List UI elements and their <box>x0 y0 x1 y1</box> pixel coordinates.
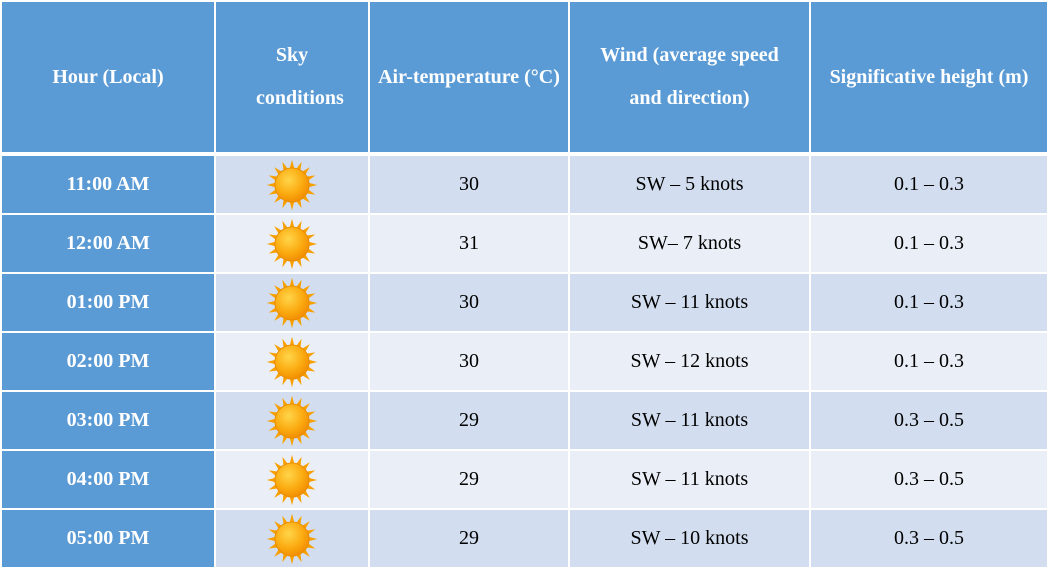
table-row: 12:00 AM 31 SW– 7 knots 0.1 – 0.3 <box>0 213 1048 274</box>
temperature-cell: 30 <box>368 331 570 392</box>
header-sky: Sky conditions <box>214 0 370 155</box>
hour-cell: 04:00 PM <box>0 449 216 510</box>
hour-cell: 05:00 PM <box>0 508 216 569</box>
sun-icon <box>263 513 321 564</box>
sky-cell <box>214 153 370 215</box>
height-cell: 0.3 – 0.5 <box>809 449 1048 510</box>
wind-cell: SW– 7 knots <box>568 213 811 274</box>
height-cell: 0.1 – 0.3 <box>809 272 1048 333</box>
header-wind: Wind (average speed and direction) <box>568 0 811 155</box>
wind-cell: SW – 11 knots <box>568 390 811 451</box>
table-row: 04:00 PM 29 SW – 11 knots 0.3 – 0.5 <box>0 449 1048 510</box>
sun-icon <box>263 277 321 328</box>
header-row: Hour (Local) Sky conditions Air-temperat… <box>0 0 1048 155</box>
sky-cell <box>214 390 370 451</box>
sky-cell <box>214 331 370 392</box>
header-height: Significative height (m) <box>809 0 1048 155</box>
table-row: 11:00 AM 30 SW – 5 knots 0.1 – 0.3 <box>0 153 1048 215</box>
sun-icon <box>263 159 321 210</box>
sun-icon <box>263 218 321 269</box>
header-hour: Hour (Local) <box>0 0 216 155</box>
temperature-cell: 29 <box>368 449 570 510</box>
table-row: 05:00 PM 29 SW – 10 knots 0.3 – 0.5 <box>0 508 1048 569</box>
temperature-cell: 29 <box>368 390 570 451</box>
height-cell: 0.1 – 0.3 <box>809 213 1048 274</box>
hour-cell: 01:00 PM <box>0 272 216 333</box>
table-row: 03:00 PM 29 SW – 11 knots 0.3 – 0.5 <box>0 390 1048 451</box>
height-cell: 0.3 – 0.5 <box>809 390 1048 451</box>
sky-cell <box>214 213 370 274</box>
sun-icon <box>263 336 321 387</box>
temperature-cell: 30 <box>368 272 570 333</box>
wind-cell: SW – 11 knots <box>568 272 811 333</box>
hour-cell: 02:00 PM <box>0 331 216 392</box>
wind-cell: SW – 11 knots <box>568 449 811 510</box>
height-cell: 0.1 – 0.3 <box>809 153 1048 215</box>
temperature-cell: 29 <box>368 508 570 569</box>
table-row: 02:00 PM 30 SW – 12 knots 0.1 – 0.3 <box>0 331 1048 392</box>
header-temperature: Air-temperature (°C) <box>368 0 570 155</box>
sky-cell <box>214 508 370 569</box>
hour-cell: 12:00 AM <box>0 213 216 274</box>
height-cell: 0.1 – 0.3 <box>809 331 1048 392</box>
wind-cell: SW – 5 knots <box>568 153 811 215</box>
hour-cell: 03:00 PM <box>0 390 216 451</box>
wind-cell: SW – 10 knots <box>568 508 811 569</box>
hour-cell: 11:00 AM <box>0 153 216 215</box>
sky-cell <box>214 449 370 510</box>
sun-icon <box>263 395 321 446</box>
sun-icon <box>263 454 321 505</box>
wind-cell: SW – 12 knots <box>568 331 811 392</box>
temperature-cell: 31 <box>368 213 570 274</box>
height-cell: 0.3 – 0.5 <box>809 508 1048 569</box>
temperature-cell: 30 <box>368 153 570 215</box>
table-row: 01:00 PM 30 SW – 11 knots 0.1 – 0.3 <box>0 272 1048 333</box>
sky-cell <box>214 272 370 333</box>
